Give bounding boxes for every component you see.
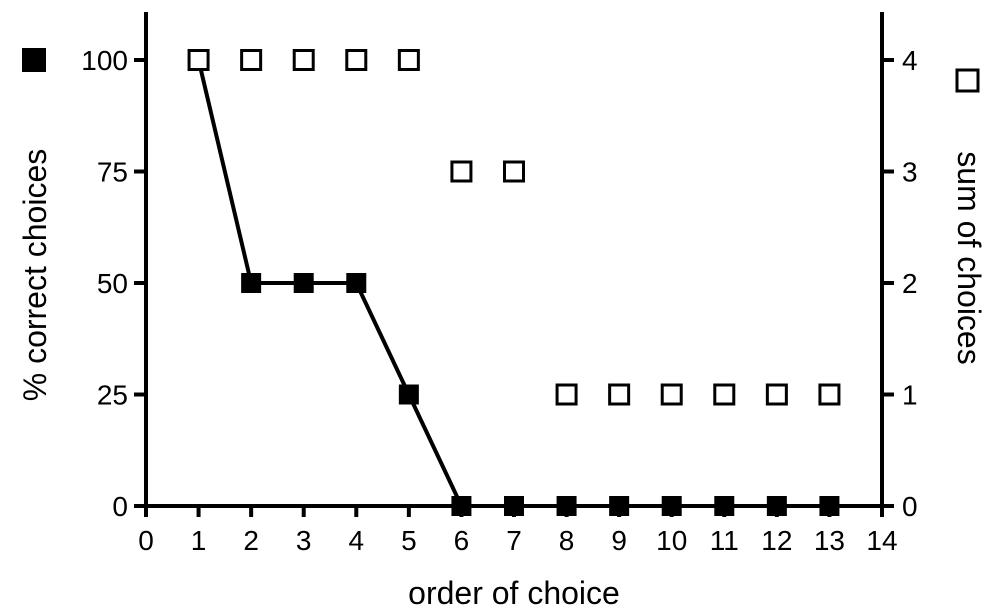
y-right-tick-label: 3 <box>902 157 918 188</box>
y-right-tick-label: 1 <box>902 380 918 411</box>
open-square-point <box>818 383 841 406</box>
filled-square-point <box>714 496 735 516</box>
x-tick-label: 3 <box>296 525 312 556</box>
open-square-point <box>660 383 683 406</box>
x-tick-label: 1 <box>191 525 207 556</box>
x-tick-label: 11 <box>710 525 739 556</box>
y-left-tick-label: 75 <box>97 157 128 188</box>
filled-square-point <box>609 496 630 516</box>
open-square-point <box>503 160 525 183</box>
x-tick-label: 2 <box>243 525 259 556</box>
y-right-tick-label: 0 <box>902 491 918 522</box>
x-tick-label: 10 <box>656 525 687 556</box>
filled-square-point <box>346 273 367 293</box>
open-square-point <box>345 49 368 71</box>
y-right-ticks: 0 1 2 3 4 <box>882 45 918 522</box>
y-right-tick-label: 4 <box>902 45 918 76</box>
x-tick-label: 7 <box>506 525 522 556</box>
series-line-correct-choices <box>196 59 830 508</box>
filled-square-point <box>241 273 262 293</box>
y-left-ticks: 0 25 50 75 100 <box>81 45 146 522</box>
open-square-point <box>397 49 420 71</box>
open-square-point <box>240 49 263 71</box>
y-left-axis-title: % correct choices <box>17 149 53 402</box>
x-tick-label: 13 <box>814 525 845 556</box>
filled-square-point <box>556 496 577 516</box>
series-lines <box>196 59 830 508</box>
filled-square-point <box>661 496 682 516</box>
filled-square-point <box>451 496 472 516</box>
open-square-point <box>450 160 473 183</box>
x-tick-label: 8 <box>559 525 575 556</box>
open-square-point <box>765 383 788 406</box>
open-square-point <box>555 383 578 406</box>
legend-filled-square-icon <box>22 48 46 72</box>
filled-square-point <box>398 384 419 405</box>
y-right-tick-label: 2 <box>902 268 918 299</box>
x-tick-label: 14 <box>866 525 897 556</box>
filled-square-point <box>819 496 840 516</box>
series-markers <box>187 49 841 516</box>
open-square-point <box>187 49 210 71</box>
x-tick-label: 12 <box>761 525 792 556</box>
x-tick-label: 6 <box>454 525 470 556</box>
x-tick-label: 5 <box>401 525 417 556</box>
x-tick-label: 0 <box>138 525 154 556</box>
x-ticks: 0 1 2 3 4 5 6 7 8 9 10 11 12 13 14 <box>138 506 898 556</box>
open-square-point <box>713 383 736 406</box>
axes <box>144 12 884 508</box>
y-right-axis-title: sum of choices <box>951 151 987 364</box>
y-left-tick-label: 100 <box>81 45 128 76</box>
y-left-tick-label: 25 <box>97 380 128 411</box>
filled-square-point <box>293 273 314 293</box>
open-square-point <box>608 383 631 406</box>
y-left-tick-label: 50 <box>97 268 128 299</box>
legend-open-square-icon <box>955 68 980 93</box>
x-axis-title: order of choice <box>408 575 620 611</box>
filled-square-point <box>766 496 787 516</box>
y-left-tick-label: 0 <box>112 491 128 522</box>
filled-square-point <box>504 496 524 516</box>
open-square-point <box>292 49 315 71</box>
x-tick-label: 4 <box>348 525 364 556</box>
x-tick-label: 9 <box>611 525 627 556</box>
